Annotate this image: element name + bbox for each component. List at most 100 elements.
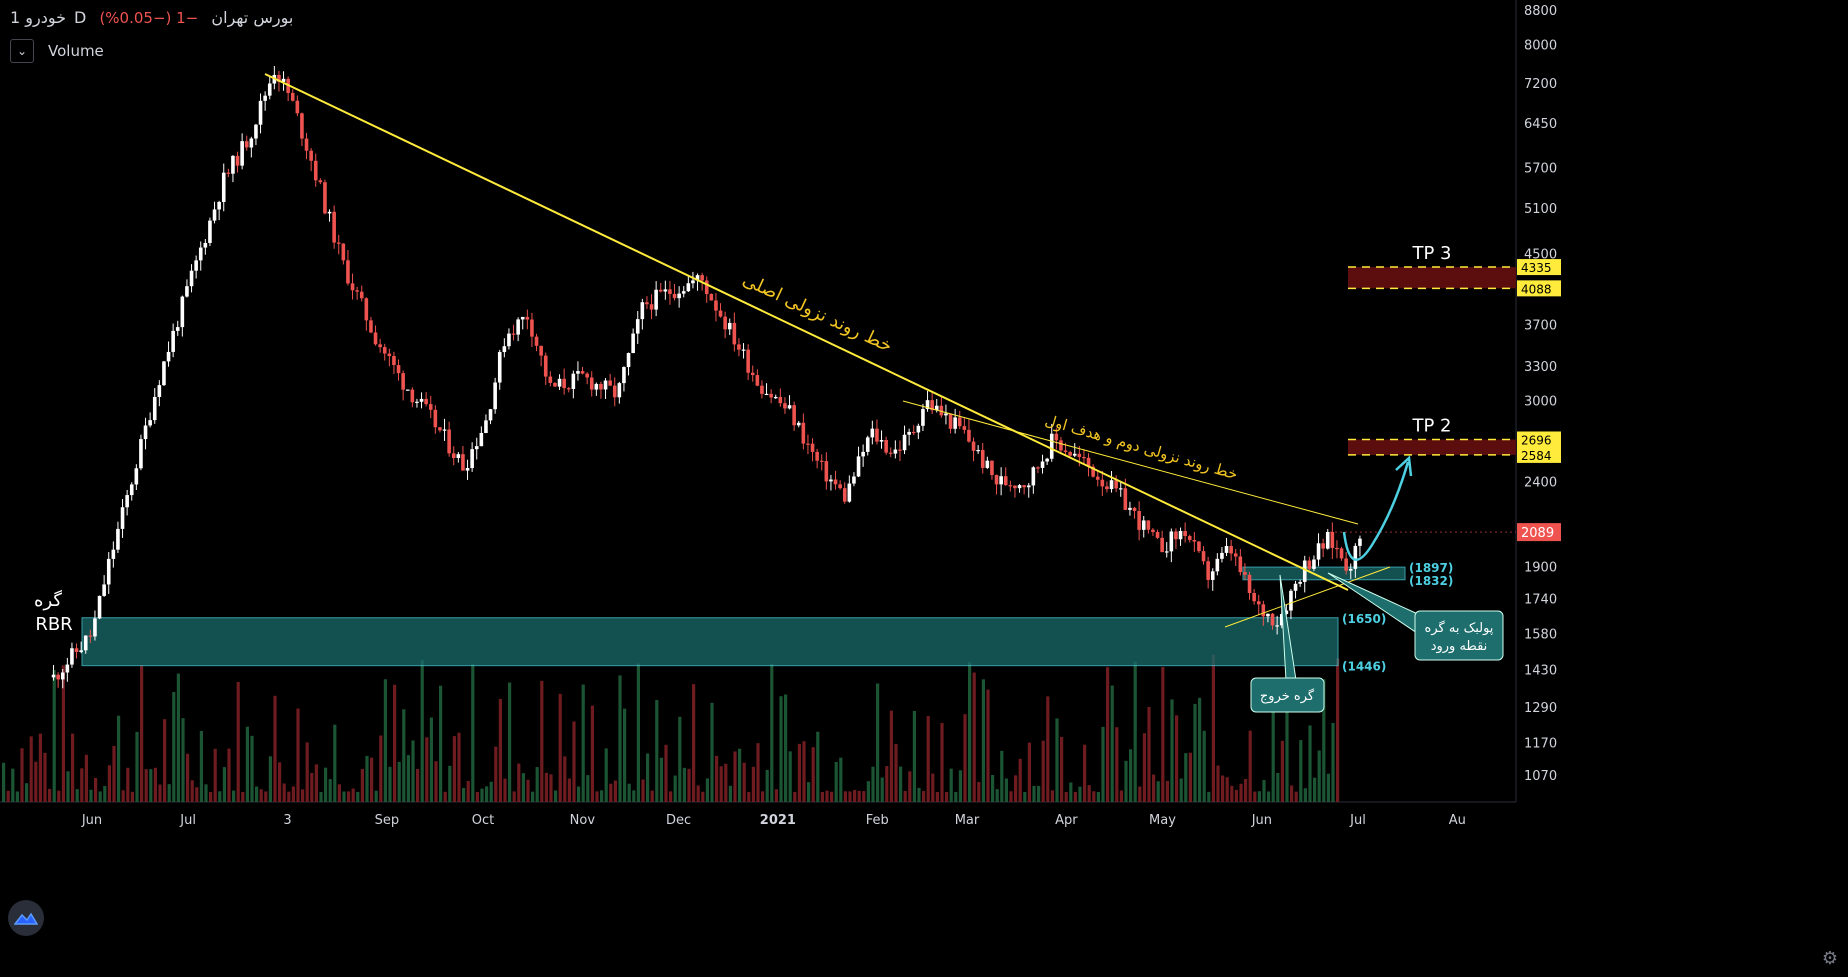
volume-bar	[103, 786, 107, 802]
candle-body	[645, 302, 649, 305]
candle-body	[290, 92, 295, 101]
volume-bar	[613, 780, 617, 802]
level-tag-0-0	[1517, 259, 1561, 276]
candle-body	[447, 429, 451, 454]
volume-bar	[2, 762, 6, 802]
candle-body	[842, 488, 847, 502]
volume-bar	[80, 768, 84, 802]
candle-body	[1118, 488, 1123, 490]
candle-body	[953, 417, 957, 429]
candle-body	[668, 289, 672, 294]
volume-bar	[738, 748, 742, 802]
candle-body	[1132, 507, 1137, 511]
candle-body	[65, 664, 70, 673]
volume-bar	[1014, 775, 1018, 802]
candle-body	[1210, 571, 1215, 580]
candle-body	[976, 450, 980, 452]
tradingview-logo-icon[interactable]	[8, 900, 44, 936]
volume-bar	[1119, 790, 1123, 802]
candle-body	[1325, 532, 1330, 549]
volume-bar	[218, 791, 222, 802]
candle-body	[254, 124, 258, 139]
candle-body	[852, 476, 856, 484]
candle-body	[980, 450, 985, 468]
x-tick-14: Au	[1449, 813, 1466, 828]
volume-bar	[531, 791, 535, 802]
volume-bar	[623, 708, 627, 802]
candle-body	[548, 376, 553, 383]
volume-bar	[443, 791, 447, 802]
volume-bar	[899, 766, 903, 802]
candle-body	[865, 437, 870, 452]
volume-bar	[1239, 783, 1243, 802]
candle-body	[875, 428, 879, 442]
level-label-1-1: 2584	[1521, 449, 1552, 463]
candle-body	[1160, 537, 1164, 553]
candle-body	[617, 383, 622, 398]
candle-body	[1072, 453, 1077, 456]
volume-bar	[659, 757, 663, 802]
candle-body	[369, 320, 373, 333]
volume-bar	[632, 790, 636, 802]
candle-body	[1017, 485, 1022, 489]
candle-body	[488, 409, 493, 421]
candle-body	[1049, 433, 1054, 459]
x-tick-1: Jul	[179, 813, 196, 828]
volume-bar	[935, 792, 939, 802]
volume-bar	[1336, 658, 1340, 802]
volume-bar	[393, 684, 397, 802]
candle-body	[760, 385, 764, 394]
candle-body	[318, 180, 323, 183]
candle-body	[162, 361, 166, 386]
volume-bar	[779, 696, 783, 802]
x-tick-4: Oct	[472, 813, 494, 828]
volume-bar	[687, 768, 691, 802]
candle-body	[801, 422, 806, 444]
candle-body	[125, 495, 129, 508]
volume-bar	[1000, 750, 1004, 802]
x-tick-6: Dec	[666, 813, 691, 828]
candle-body	[244, 141, 249, 148]
gear-icon[interactable]: ⚙	[1821, 948, 1838, 969]
candle-body	[635, 319, 640, 334]
volume-bar	[1110, 685, 1114, 802]
candle-body	[1238, 556, 1243, 573]
candle-body	[392, 356, 396, 366]
candle-body	[129, 484, 134, 496]
interval[interactable]: 1D	[10, 8, 87, 27]
candle-body	[631, 333, 635, 354]
candle-body	[783, 403, 787, 409]
symbol-name[interactable]: خودرو	[25, 8, 67, 27]
chevron-down-icon[interactable]: ⌄	[10, 39, 34, 63]
volume-bar	[324, 767, 328, 802]
y-tick-2: 7200	[1524, 77, 1557, 92]
volume-bar	[1027, 742, 1031, 802]
candle-body	[189, 270, 194, 287]
main-trend-label: خط روند نزولی اصلی	[739, 269, 895, 357]
volume-bar	[149, 769, 153, 802]
candle-body	[700, 275, 704, 281]
volume-bar	[485, 786, 489, 802]
candle-body	[1105, 486, 1109, 490]
candle-body	[1040, 461, 1045, 468]
candle-body	[608, 380, 612, 386]
volume-bar	[471, 664, 475, 802]
volume-bar	[1165, 780, 1169, 802]
volume-bar	[1331, 722, 1335, 802]
volume-bar	[954, 791, 958, 802]
candle-body	[1266, 613, 1270, 617]
volume-bar	[1142, 733, 1146, 802]
volume-bar	[903, 790, 907, 802]
candle-body	[461, 454, 465, 471]
volume-bar	[972, 672, 976, 802]
candle-body	[341, 243, 346, 261]
volume-bar	[448, 765, 452, 802]
support-trendline	[1224, 566, 1391, 628]
entry-callout-box	[1414, 610, 1504, 661]
tp3-label: TP 3	[1411, 243, 1451, 264]
volume-bar	[834, 761, 838, 802]
candle-body	[474, 446, 479, 450]
candle-body	[557, 378, 562, 387]
volume-bar	[830, 791, 834, 802]
